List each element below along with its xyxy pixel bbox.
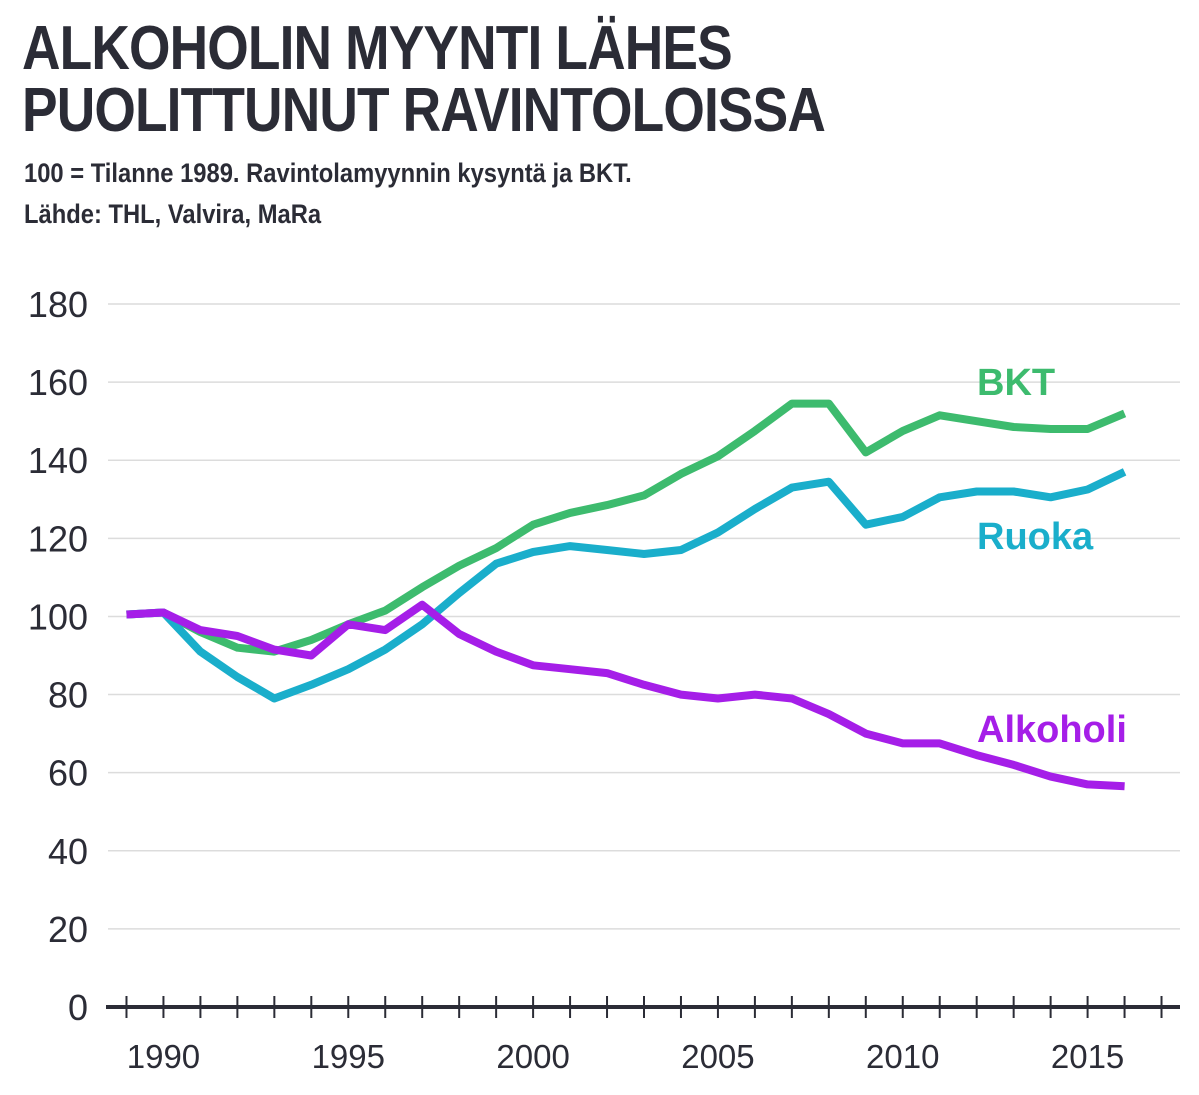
chart-title: ALKOHOLIN MYYNTI LÄHES PUOLITTUNUT RAVIN… <box>22 14 826 145</box>
chart-title-line-1: ALKOHOLIN MYYNTI LÄHES <box>22 14 733 83</box>
y-tick-label-60: 60 <box>48 753 88 794</box>
series-line-ruoka <box>126 468 1127 703</box>
y-tick-label-160: 160 <box>28 362 88 403</box>
chart-source: Lähde: THL, Valvira, MaRa <box>24 199 322 229</box>
y-tick-label-20: 20 <box>48 909 88 950</box>
series-line-alkoholi <box>126 600 1125 791</box>
series-line-bkt <box>126 399 1127 656</box>
y-tick-label-140: 140 <box>28 440 88 481</box>
y-tick-label-80: 80 <box>48 675 88 716</box>
x-tick-label-2010: 2010 <box>866 1038 939 1075</box>
series-label-bkt: BKT <box>977 362 1055 404</box>
y-tick-label-120: 120 <box>28 518 88 559</box>
x-tick-label-2005: 2005 <box>681 1038 754 1075</box>
x-tick-label-2015: 2015 <box>1051 1038 1124 1075</box>
y-tick-label-0: 0 <box>68 987 88 1028</box>
chart-subtitle: 100 = Tilanne 1989. Ravintolamyynnin kys… <box>24 158 632 188</box>
x-tick-label-1990: 1990 <box>127 1038 200 1075</box>
y-tick-label-40: 40 <box>48 831 88 872</box>
x-tick-label-2000: 2000 <box>496 1038 569 1075</box>
series-label-alkoholi: Alkoholi <box>977 709 1127 751</box>
x-tick-label-1995: 1995 <box>312 1038 385 1075</box>
y-tick-label-100: 100 <box>28 596 88 637</box>
series-label-ruoka: Ruoka <box>977 516 1094 558</box>
chart-title-line-2: PUOLITTUNUT RAVINTOLOISSA <box>22 76 826 145</box>
y-tick-label-180: 180 <box>28 284 88 325</box>
